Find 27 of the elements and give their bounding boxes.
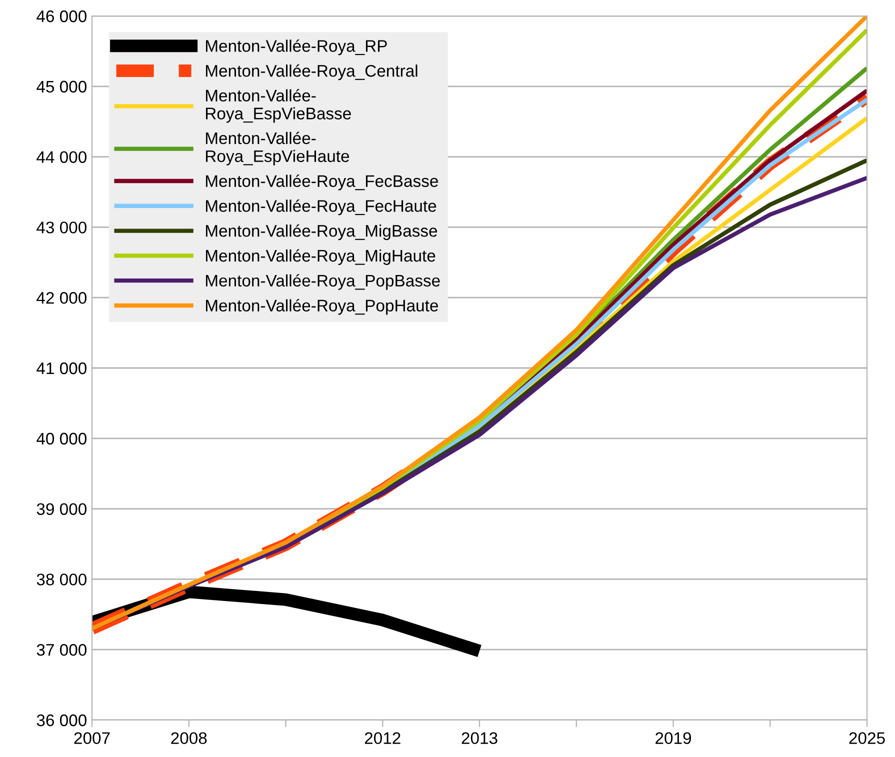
y-tick-label: 40 000	[36, 432, 86, 445]
legend-label: Menton-Vallée-Roya_FecBasse	[206, 174, 438, 190]
x-tick-label: 2025	[849, 732, 885, 744]
y-tick-label: 39 000	[36, 503, 86, 516]
y-tick-label: 44 000	[36, 151, 86, 164]
legend-label: Menton-Vallée-Roya_PopHaute	[206, 299, 438, 315]
y-tick-label: 36 000	[36, 714, 86, 726]
legend-label: Menton-Vallée-Roya_EspVieBasse	[206, 89, 351, 123]
legend-label: Menton-Vallée-Roya_FecHaute	[206, 199, 436, 216]
y-tick-label: 41 000	[36, 362, 86, 374]
x-tick-label: 2013	[462, 732, 498, 744]
legend-label: Menton-Vallée-Roya_Central	[206, 64, 418, 80]
legend-label: Menton-Vallée-Roya_PopBasse	[206, 274, 440, 290]
x-tick-label: 2007	[74, 732, 110, 744]
legend-label: Menton-Vallée-Roya_MigHaute	[206, 249, 436, 265]
y-tick-label: 43 000	[36, 222, 86, 234]
y-tick-label: 38 000	[36, 574, 86, 586]
legend-label: Menton-Vallée-Roya_EspVieHaute	[206, 132, 350, 166]
x-tick-label: 2012	[364, 732, 400, 744]
y-tick-label: 46 000	[36, 10, 86, 22]
y-tick-label: 45 000	[36, 80, 86, 93]
legend-label: Menton-Vallée-Roya_MigBasse	[206, 224, 438, 240]
x-tick-label: 2008	[171, 732, 207, 744]
x-tick-label: 2019	[656, 732, 691, 744]
y-tick-label: 42 000	[36, 292, 86, 304]
legend-label: Menton-Vallée-Roya_RP	[206, 39, 387, 56]
y-tick-label: 37 000	[36, 644, 86, 656]
